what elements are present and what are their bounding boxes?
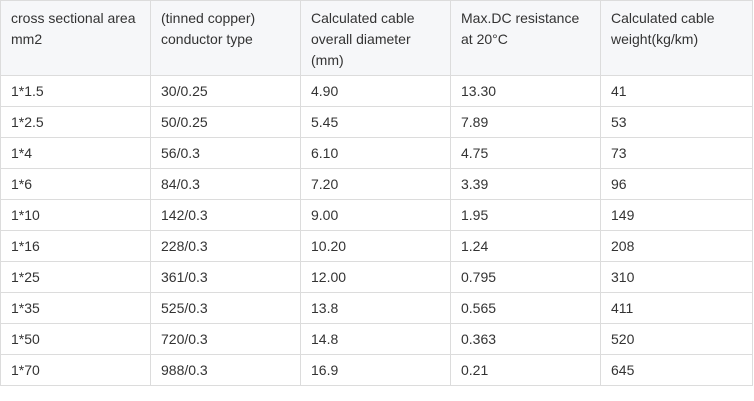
cell-weight: 96	[600, 168, 753, 200]
cell-diameter: 7.20	[300, 168, 451, 200]
cell-weight: 310	[600, 261, 753, 293]
table-row: 1*4 56/0.3 6.10 4.75 73	[0, 137, 753, 169]
header-cable-weight: Calculated cable weight(kg/km)	[600, 0, 753, 76]
cell-conductor: 720/0.3	[150, 323, 301, 355]
header-cross-sectional-area: cross sectional area mm2	[0, 0, 151, 76]
cell-resistance: 0.21	[450, 354, 601, 386]
cell-area: 1*1.5	[0, 75, 151, 107]
table-row: 1*2.5 50/0.25 5.45 7.89 53	[0, 106, 753, 138]
table-row: 1*70 988/0.3 16.9 0.21 645	[0, 354, 753, 386]
cell-diameter: 4.90	[300, 75, 451, 107]
cable-spec-table: cross sectional area mm2 (tinned copper)…	[0, 0, 753, 386]
table-row: 1*25 361/0.3 12.00 0.795 310	[0, 261, 753, 293]
cell-weight: 149	[600, 199, 753, 231]
cell-conductor: 30/0.25	[150, 75, 301, 107]
cell-conductor: 228/0.3	[150, 230, 301, 262]
cell-resistance: 1.24	[450, 230, 601, 262]
cell-diameter: 9.00	[300, 199, 451, 231]
cell-diameter: 12.00	[300, 261, 451, 293]
cell-weight: 41	[600, 75, 753, 107]
cell-area: 1*10	[0, 199, 151, 231]
cell-area: 1*50	[0, 323, 151, 355]
cell-conductor: 142/0.3	[150, 199, 301, 231]
table-row: 1*10 142/0.3 9.00 1.95 149	[0, 199, 753, 231]
cell-resistance: 1.95	[450, 199, 601, 231]
cell-conductor: 988/0.3	[150, 354, 301, 386]
cell-area: 1*2.5	[0, 106, 151, 138]
table-row: 1*6 84/0.3 7.20 3.39 96	[0, 168, 753, 200]
cell-weight: 520	[600, 323, 753, 355]
cell-weight: 73	[600, 137, 753, 169]
cell-diameter: 14.8	[300, 323, 451, 355]
table-row: 1*35 525/0.3 13.8 0.565 411	[0, 292, 753, 324]
cell-area: 1*16	[0, 230, 151, 262]
cell-diameter: 16.9	[300, 354, 451, 386]
cell-resistance: 0.363	[450, 323, 601, 355]
cell-conductor: 361/0.3	[150, 261, 301, 293]
cell-diameter: 13.8	[300, 292, 451, 324]
header-overall-diameter: Calculated cable overall diameter (mm)	[300, 0, 451, 76]
table-row: 1*16 228/0.3 10.20 1.24 208	[0, 230, 753, 262]
cell-diameter: 5.45	[300, 106, 451, 138]
table-row: 1*1.5 30/0.25 4.90 13.30 41	[0, 75, 753, 107]
cell-resistance: 3.39	[450, 168, 601, 200]
cell-area: 1*70	[0, 354, 151, 386]
cell-weight: 208	[600, 230, 753, 262]
cell-resistance: 0.565	[450, 292, 601, 324]
cell-resistance: 4.75	[450, 137, 601, 169]
cell-resistance: 13.30	[450, 75, 601, 107]
cell-conductor: 84/0.3	[150, 168, 301, 200]
table-header: cross sectional area mm2 (tinned copper)…	[0, 0, 753, 76]
cell-resistance: 7.89	[450, 106, 601, 138]
cell-conductor: 56/0.3	[150, 137, 301, 169]
cell-diameter: 6.10	[300, 137, 451, 169]
cell-area: 1*35	[0, 292, 151, 324]
cell-area: 1*25	[0, 261, 151, 293]
cell-area: 1*4	[0, 137, 151, 169]
cell-weight: 53	[600, 106, 753, 138]
cell-weight: 645	[600, 354, 753, 386]
cell-area: 1*6	[0, 168, 151, 200]
table-row: 1*50 720/0.3 14.8 0.363 520	[0, 323, 753, 355]
header-row: cross sectional area mm2 (tinned copper)…	[0, 0, 753, 76]
table-body: 1*1.5 30/0.25 4.90 13.30 41 1*2.5 50/0.2…	[0, 75, 753, 386]
cell-weight: 411	[600, 292, 753, 324]
header-conductor-type: (tinned copper) conductor type	[150, 0, 301, 76]
cell-conductor: 50/0.25	[150, 106, 301, 138]
cell-resistance: 0.795	[450, 261, 601, 293]
header-dc-resistance: Max.DC resistance at 20°C	[450, 0, 601, 76]
cell-diameter: 10.20	[300, 230, 451, 262]
cell-conductor: 525/0.3	[150, 292, 301, 324]
